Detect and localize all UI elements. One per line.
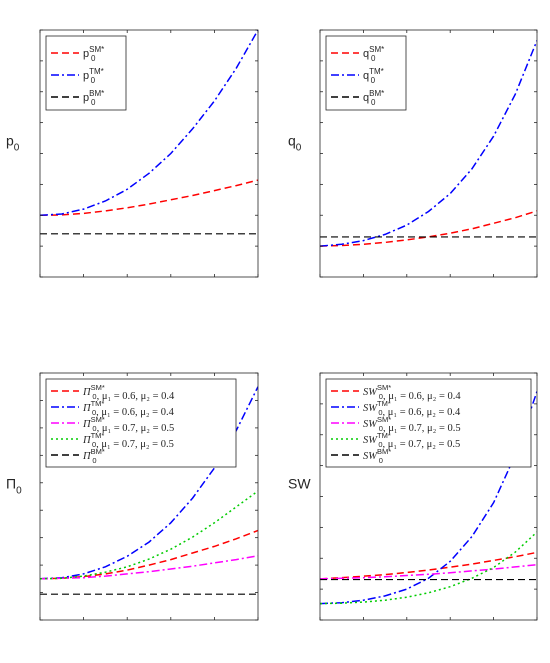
legend-entry: SWBM* 0: [363, 447, 391, 465]
legend-entry: ΠTM* 0, μ₁ = 0.6, μ₂ = 0.4: [82, 399, 175, 418]
series-line: [320, 391, 537, 605]
y-axis-label: Π0: [6, 476, 22, 497]
legend-entry: SWTM* 0, μ₁ = 0.6, μ₂ = 0.4: [363, 399, 461, 418]
chart-panel: p0 pSM* 0 pTM* 0 pBM* 0: [6, 29, 259, 278]
chart-panel: q0 qSM* 0 qTM* 0 qBM* 0: [288, 29, 538, 278]
legend-entry: qTM* 0: [363, 67, 384, 85]
legend-entry: ΠTM* 0, μ₁ = 0.7, μ₂ = 0.5: [82, 431, 174, 450]
legend-entry: pBM* 0: [83, 89, 104, 107]
legend-entry: ΠSM* 0, μ₁ = 0.6, μ₂ = 0.4: [82, 383, 175, 402]
series-line: [320, 210, 537, 247]
series-line: [320, 40, 537, 247]
legend: pSM* 0 pTM* 0 pBM* 0: [45, 35, 127, 111]
legend-entry: pSM* 0: [83, 45, 104, 63]
legend-box: [325, 35, 407, 111]
legend-entry: ΠSM* 0, μ₁ = 0.7, μ₂ = 0.5: [82, 415, 174, 434]
legend-box: [45, 35, 127, 111]
legend-entry: SWSM* 0, μ₁ = 0.7, μ₂ = 0.5: [363, 415, 461, 434]
legend-box: [45, 378, 237, 468]
series-line: [320, 551, 537, 580]
legend-entry: SWTM* 0, μ₁ = 0.7, μ₂ = 0.5: [363, 431, 460, 450]
legend-box: [325, 378, 532, 468]
series-line: [40, 30, 258, 217]
legend-entry: pTM* 0: [83, 67, 104, 85]
y-axis-label: p0: [6, 133, 20, 154]
series-line: [40, 555, 258, 580]
series-line: [40, 529, 258, 580]
y-axis-label: q0: [288, 133, 302, 154]
series-line: [320, 563, 537, 580]
series-line: [40, 179, 258, 217]
legend-entry: SWSM* 0, μ₁ = 0.6, μ₂ = 0.4: [363, 383, 461, 402]
series-line: [40, 490, 258, 580]
legend-entry: qSM* 0: [363, 45, 384, 63]
y-axis-label: SW: [288, 476, 311, 492]
axes-box: [39, 372, 259, 621]
series-line: [320, 531, 537, 605]
legend-entry: qBM* 0: [363, 89, 384, 107]
legend-entry: ΠBM* 0: [82, 447, 105, 465]
legend: qSM* 0 qTM* 0 qBM* 0: [325, 35, 407, 111]
